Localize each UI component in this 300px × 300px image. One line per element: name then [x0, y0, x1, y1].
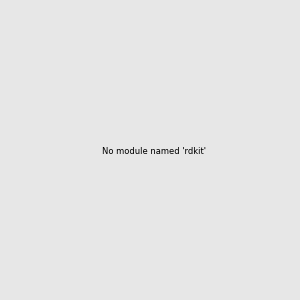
Text: No module named 'rdkit': No module named 'rdkit'	[102, 147, 206, 156]
